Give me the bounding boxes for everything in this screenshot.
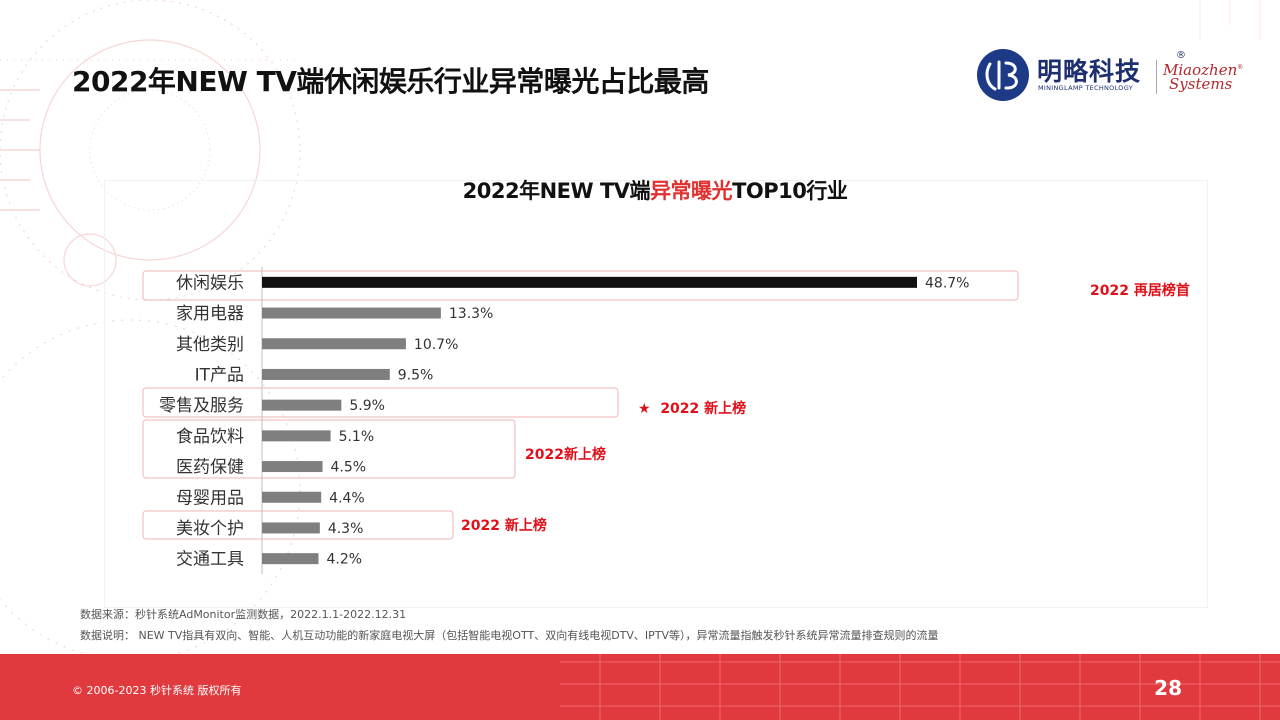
highlight-box-retail	[142, 387, 619, 418]
value-label: 4.3%	[328, 521, 364, 537]
bar	[262, 491, 322, 503]
category-label: 母婴用品	[176, 488, 244, 508]
value-label: 10.7%	[414, 337, 458, 353]
source-note: 数据来源：秒针系统AdMonitor监测数据，2022.1.1-2022.12.…	[80, 608, 407, 621]
chart-frame	[104, 180, 1208, 608]
category-label: 美妆个护	[176, 519, 244, 539]
logo-chinese-name: 明略科技	[1037, 57, 1142, 86]
company-logo: 明略科技 ® MININGLAMP TECHNOLOGY Miaozhen® S…	[976, 46, 1246, 106]
bar	[262, 338, 406, 350]
star-icon: ★	[638, 401, 651, 417]
logo-registered-mark: ®	[1176, 50, 1186, 61]
bar	[262, 368, 390, 380]
bar	[262, 522, 320, 534]
footer-pattern	[560, 654, 1280, 720]
category-label: 其他类别	[176, 335, 244, 355]
category-label: 零售及服务	[159, 396, 244, 416]
value-label: 9.5%	[398, 367, 434, 383]
data-description: 数据说明： NEW TV指具有双向、智能、人机互动功能的新家庭电视大屏（包括智能…	[80, 629, 939, 642]
value-label: 5.1%	[339, 429, 375, 445]
annotation-food-medicine: 2022新上榜	[525, 447, 606, 463]
category-label: 交通工具	[176, 550, 244, 570]
category-label: 家用电器	[176, 304, 244, 324]
slide-title: 2022年NEW TV端休闲娱乐行业异常曝光占比最高	[72, 65, 709, 98]
page-number: 28	[1154, 676, 1182, 700]
logo-miaozhen-line1: Miaozhen®	[1163, 61, 1244, 79]
category-label: 食品饮料	[176, 427, 244, 447]
bar	[262, 553, 319, 565]
bar	[262, 461, 323, 473]
highlight-box-food-medicine	[142, 419, 516, 479]
bar	[262, 307, 441, 319]
bar	[262, 430, 331, 442]
value-label: 4.4%	[329, 490, 365, 506]
logo-mark-icon	[977, 49, 1029, 101]
annotation-retail: ★ 2022 新上榜	[638, 401, 747, 417]
highlight-box-top1	[142, 270, 1019, 301]
value-label: 5.9%	[349, 398, 385, 414]
value-label: 4.5%	[331, 460, 367, 476]
category-label: 休闲娱乐	[176, 273, 244, 293]
copyright-text: © 2006-2023 秒针系统 版权所有	[72, 684, 242, 697]
bar	[262, 399, 342, 411]
value-label: 4.2%	[326, 552, 362, 568]
highlight-box-beauty	[142, 510, 454, 540]
logo-miaozhen-line2: Systems	[1169, 75, 1233, 93]
chart-title: 2022年NEW TV端异常曝光TOP10行业	[462, 179, 848, 203]
value-label: 48.7%	[925, 275, 969, 291]
footer-bar: © 2006-2023 秒针系统 版权所有 28	[0, 654, 1280, 720]
bar	[262, 276, 917, 288]
annotation-beauty: 2022 新上榜	[461, 518, 547, 534]
value-label: 13.3%	[449, 306, 493, 322]
logo-divider	[1156, 60, 1157, 94]
logo-english-name: MININGLAMP TECHNOLOGY	[1038, 84, 1133, 92]
category-label: IT产品	[195, 365, 244, 385]
annotation-top1: 2022 再居榜首	[1090, 283, 1190, 299]
category-label: 医药保健	[176, 458, 244, 478]
